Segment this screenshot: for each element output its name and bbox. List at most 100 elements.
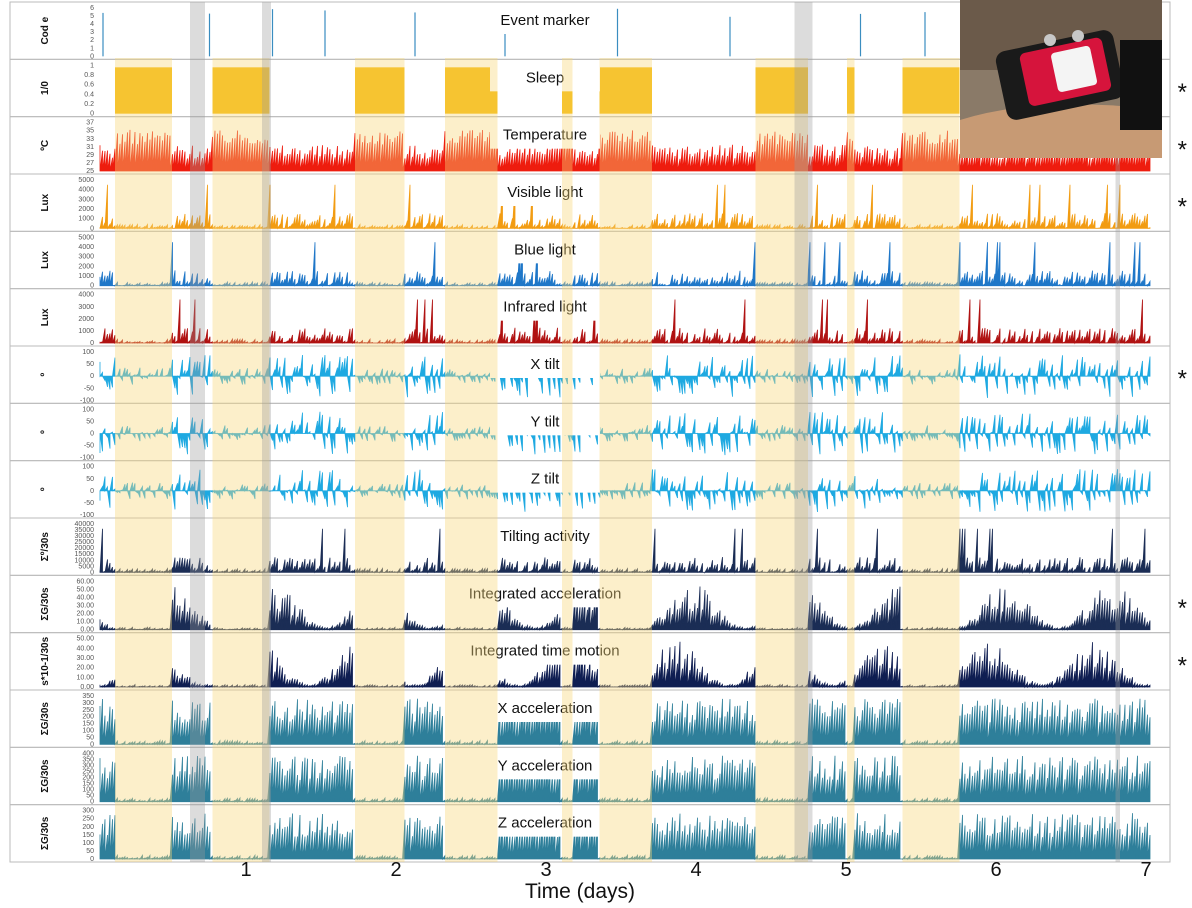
panel-title-vis: Visible light bbox=[507, 184, 583, 201]
y-tick-vis: 2000 bbox=[78, 206, 94, 213]
significance-marker: * bbox=[1178, 194, 1187, 221]
sleep-band bbox=[847, 58, 855, 862]
panel-ztilt: º -100 -50 0 50 100 Z tilt bbox=[9, 460, 1171, 519]
y-tick-xacc: 300 bbox=[82, 700, 94, 707]
y-tick-event: 2 bbox=[90, 37, 94, 44]
y-tick-yacc: 400 bbox=[82, 750, 94, 757]
y-tick-blue: 0 bbox=[90, 283, 94, 290]
sleep-bar bbox=[847, 67, 855, 114]
panel-title-box-xtilt bbox=[490, 350, 600, 378]
signal-intacc bbox=[99, 586, 1151, 632]
signal-tiltact bbox=[99, 528, 1151, 574]
panel-title-box-event bbox=[488, 6, 602, 34]
y-axis-label-event: Cod e bbox=[40, 16, 51, 44]
y-tick-ztilt: -50 bbox=[84, 500, 94, 507]
sleep-band bbox=[212, 58, 270, 862]
labels-group: * * * * * * 1 2 3 4 5 6 7 bbox=[240, 79, 1187, 881]
y-tick-sleep: 0.4 bbox=[84, 91, 94, 98]
x-axis-title: Time (days) bbox=[525, 880, 635, 903]
panel-title-box-sleep bbox=[490, 63, 600, 92]
panel-vis: Lux 0 1000 2000 3000 4000 5000 Visible light bbox=[9, 173, 1171, 232]
y-tick-blue: 5000 bbox=[78, 234, 94, 241]
y-tick-xacc: 350 bbox=[82, 693, 94, 700]
panel-title-box-blue bbox=[490, 235, 600, 264]
off-wrist-band bbox=[190, 2, 205, 862]
panel-title-box-temp bbox=[490, 120, 600, 149]
y-tick-tiltact: 30000 bbox=[75, 533, 95, 540]
signal-itm bbox=[99, 641, 1151, 689]
panel-title-box-tiltact bbox=[469, 522, 621, 550]
y-tick-tiltact: 25000 bbox=[75, 539, 95, 546]
sleep-bar bbox=[115, 67, 172, 114]
sleep-bar bbox=[445, 67, 498, 114]
y-axis-label-xacc: ΣG/30s bbox=[40, 702, 51, 736]
panel-title-box-itm bbox=[440, 636, 650, 665]
panel-title-box-ytilt bbox=[490, 407, 600, 436]
y-tick-ytilt: 100 bbox=[82, 406, 94, 413]
y-tick-event: 0 bbox=[90, 53, 94, 60]
y-axis-label-sleep: 1/0 bbox=[40, 81, 51, 95]
y-tick-temp: 29 bbox=[86, 152, 94, 159]
y-tick-itm: 0.00 bbox=[80, 684, 94, 691]
y-tick-temp: 31 bbox=[86, 144, 94, 151]
off-wrist-band bbox=[1115, 2, 1120, 862]
panel-title-sleep: Sleep bbox=[526, 69, 564, 86]
panel-title-temp: Temperature bbox=[503, 127, 587, 144]
y-tick-event: 3 bbox=[90, 29, 94, 36]
x-tick-label: 4 bbox=[690, 859, 701, 881]
y-tick-temp: 33 bbox=[86, 136, 94, 143]
panel-title-box-zacc bbox=[473, 808, 617, 837]
y-tick-tiltact: 35000 bbox=[75, 527, 95, 534]
y-tick-event: 4 bbox=[90, 21, 94, 28]
panel-title-box-ir bbox=[478, 292, 612, 321]
off-wrist-band bbox=[262, 2, 271, 862]
y-tick-vis: 0 bbox=[90, 225, 94, 232]
y-tick-temp: 35 bbox=[86, 128, 94, 135]
panel-ir: Lux 0 1000 2000 3000 4000 Infrared light bbox=[9, 288, 1171, 347]
y-tick-xacc: 50 bbox=[86, 734, 94, 741]
y-tick-yacc: 350 bbox=[82, 756, 94, 763]
signal-ytilt bbox=[99, 411, 1151, 456]
y-tick-ztilt: 0 bbox=[90, 488, 94, 495]
panel-title-event: Event marker bbox=[500, 12, 589, 29]
x-tick-label: 5 bbox=[840, 859, 851, 881]
y-tick-yacc: 100 bbox=[82, 787, 94, 794]
sleep-band bbox=[902, 58, 960, 862]
significance-marker: * bbox=[1178, 136, 1187, 163]
panel-title-box-intacc bbox=[435, 579, 655, 608]
x-tick-label: 3 bbox=[540, 859, 551, 881]
panel-title-xacc: X acceleration bbox=[497, 700, 592, 717]
signal-blue bbox=[99, 242, 1151, 288]
y-tick-xtilt: 100 bbox=[82, 349, 94, 356]
panel-title-blue: Blue light bbox=[514, 241, 577, 258]
signal-ztilt bbox=[99, 469, 1151, 513]
y-tick-ir: 1000 bbox=[78, 328, 94, 335]
y-tick-tiltact: 0 bbox=[90, 569, 94, 576]
sleep-band bbox=[445, 58, 498, 862]
y-tick-xtilt: -100 bbox=[80, 397, 94, 404]
y-tick-ir: 3000 bbox=[78, 304, 94, 311]
y-tick-intacc: 0.00 bbox=[80, 627, 94, 634]
y-axis-label-tiltact: Σº/30s bbox=[40, 532, 51, 562]
sleep-band bbox=[562, 58, 573, 862]
y-tick-ir: 4000 bbox=[78, 292, 94, 299]
panel-itm: s*10-1/30s 0.00 10.00 20.00 30.00 40.00 50.00 I… bbox=[9, 632, 1171, 691]
signal-yacc bbox=[99, 755, 1151, 804]
y-tick-zacc: 100 bbox=[82, 840, 94, 847]
significance-marker: * bbox=[1178, 79, 1187, 106]
y-tick-vis: 3000 bbox=[78, 196, 94, 203]
y-tick-yacc: 50 bbox=[86, 793, 94, 800]
y-tick-xtilt: 0 bbox=[90, 373, 94, 380]
y-tick-sleep: 0.8 bbox=[84, 72, 94, 79]
y-tick-xacc: 0 bbox=[90, 741, 94, 748]
signal-temp bbox=[99, 129, 1151, 172]
y-axis-label-yacc: ΣG/30s bbox=[40, 759, 51, 793]
y-tick-xtilt: -50 bbox=[84, 385, 94, 392]
y-tick-zacc: 50 bbox=[86, 848, 94, 855]
y-tick-temp: 27 bbox=[86, 160, 94, 167]
y-tick-tiltact: 5000 bbox=[78, 563, 94, 570]
y-tick-ir: 2000 bbox=[78, 316, 94, 323]
